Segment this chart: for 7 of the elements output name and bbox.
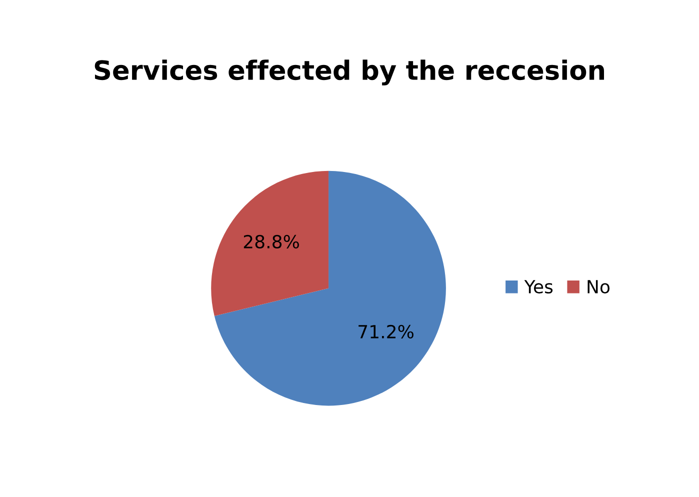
legend-label: No [588, 280, 610, 294]
data-label: 28.8% [244, 234, 299, 249]
pie-slice [214, 170, 446, 406]
chart-title: Services effected by the reccesion [94, 60, 604, 86]
pie-slice [211, 170, 329, 316]
legend-label: Yes [524, 280, 553, 294]
data-label: 71.2% [358, 324, 414, 338]
